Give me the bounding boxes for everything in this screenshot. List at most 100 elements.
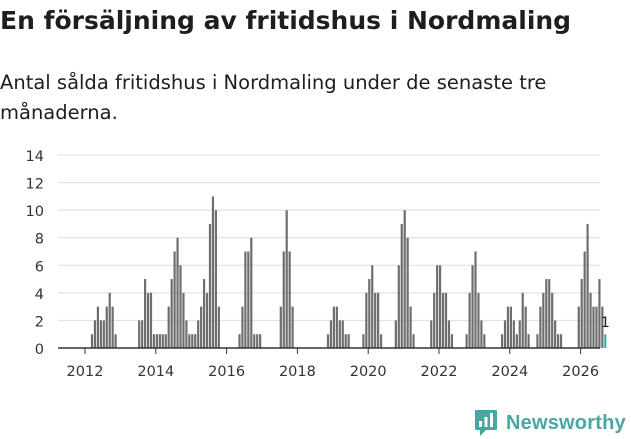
bar xyxy=(365,292,368,348)
bar xyxy=(211,196,215,348)
y-axis-ticks: 0 2 4 6 8 10 12 14 xyxy=(26,149,44,358)
bar xyxy=(338,320,341,348)
bar xyxy=(444,292,448,348)
bar xyxy=(509,306,512,348)
bar xyxy=(500,334,504,348)
chart-title: En försäljning av fritidshus i Nordmalin… xyxy=(0,6,572,35)
bar xyxy=(167,306,170,348)
bar xyxy=(374,292,377,348)
bar xyxy=(394,320,397,348)
bar xyxy=(102,320,105,348)
bar xyxy=(288,251,291,348)
bar xyxy=(601,306,604,348)
bar xyxy=(483,334,486,348)
bars xyxy=(90,196,607,348)
bar xyxy=(329,320,333,348)
bar xyxy=(595,306,598,348)
x-tick-label: 2016 xyxy=(208,364,245,380)
x-tick-label: 2022 xyxy=(421,364,458,380)
highlight-bar xyxy=(604,334,607,348)
bar xyxy=(335,306,338,348)
bar xyxy=(433,292,436,348)
bar xyxy=(185,320,188,348)
bar xyxy=(465,334,468,348)
x-tick-label: 2026 xyxy=(562,364,599,380)
y-tick-label: 6 xyxy=(35,259,44,275)
bar xyxy=(90,334,94,348)
bar xyxy=(512,320,515,348)
bar xyxy=(158,334,161,348)
bar xyxy=(403,210,406,348)
bar xyxy=(400,223,403,348)
bar xyxy=(93,320,97,348)
bar xyxy=(217,306,220,348)
bar xyxy=(347,334,350,348)
bar xyxy=(149,292,153,348)
bar xyxy=(203,279,206,348)
bar xyxy=(524,306,527,348)
bar xyxy=(380,334,383,348)
bar xyxy=(589,292,592,348)
bar xyxy=(545,279,548,348)
bar xyxy=(191,334,194,348)
bar xyxy=(146,292,150,348)
chart-subtitle: Antal sålda fritidshus i Nordmaling unde… xyxy=(0,71,547,124)
x-tick-label: 2014 xyxy=(137,364,174,380)
bar xyxy=(200,306,203,348)
y-tick-label: 0 xyxy=(35,342,44,358)
bar-chart: 0 2 4 6 8 10 12 14 2012 2014 2016 2018 2020 2022 2024… xyxy=(26,149,610,380)
annotations: 1 xyxy=(601,315,610,331)
bar xyxy=(436,265,439,348)
bar xyxy=(214,210,217,348)
bar xyxy=(397,265,400,348)
bar xyxy=(368,279,371,348)
bar xyxy=(521,292,524,348)
bar xyxy=(96,306,99,348)
bar xyxy=(554,320,557,348)
x-tick-label: 2020 xyxy=(350,364,387,380)
bar xyxy=(155,334,158,348)
bar xyxy=(527,334,530,348)
bar xyxy=(515,334,518,348)
bar xyxy=(194,334,197,348)
bar xyxy=(173,251,176,348)
bar xyxy=(598,279,601,348)
bar xyxy=(253,334,256,348)
bar xyxy=(468,292,471,348)
bar xyxy=(471,265,474,348)
bar xyxy=(144,279,147,348)
bar xyxy=(344,334,347,348)
bar xyxy=(285,210,288,348)
bar xyxy=(406,237,409,348)
bar xyxy=(208,223,212,348)
bar xyxy=(583,251,586,348)
bar xyxy=(279,306,282,348)
bar xyxy=(518,320,521,348)
bar xyxy=(586,223,589,348)
bar xyxy=(161,334,164,348)
bar xyxy=(536,334,539,348)
bar xyxy=(138,320,141,348)
bar xyxy=(548,279,551,348)
bar xyxy=(341,320,344,348)
bar xyxy=(539,306,542,348)
bar xyxy=(179,265,182,348)
bar xyxy=(506,306,510,348)
y-tick-label: 8 xyxy=(35,232,44,248)
x-axis-ticks: 2012 2014 2016 2018 2020 2022 2024 2026 xyxy=(67,348,599,380)
bar xyxy=(371,265,374,348)
bar xyxy=(477,292,480,348)
bar xyxy=(182,292,185,348)
y-tick-label: 2 xyxy=(35,314,44,330)
y-tick-label: 12 xyxy=(26,177,44,193)
bar xyxy=(412,334,415,348)
bar xyxy=(430,320,433,348)
bar xyxy=(480,320,483,348)
grid-lines xyxy=(58,154,600,321)
bar xyxy=(439,265,442,348)
bar xyxy=(241,306,244,348)
bar xyxy=(291,306,294,348)
brand-name: Newsworthy xyxy=(506,411,626,434)
highlight-label: 1 xyxy=(601,315,610,331)
bar xyxy=(259,334,262,348)
